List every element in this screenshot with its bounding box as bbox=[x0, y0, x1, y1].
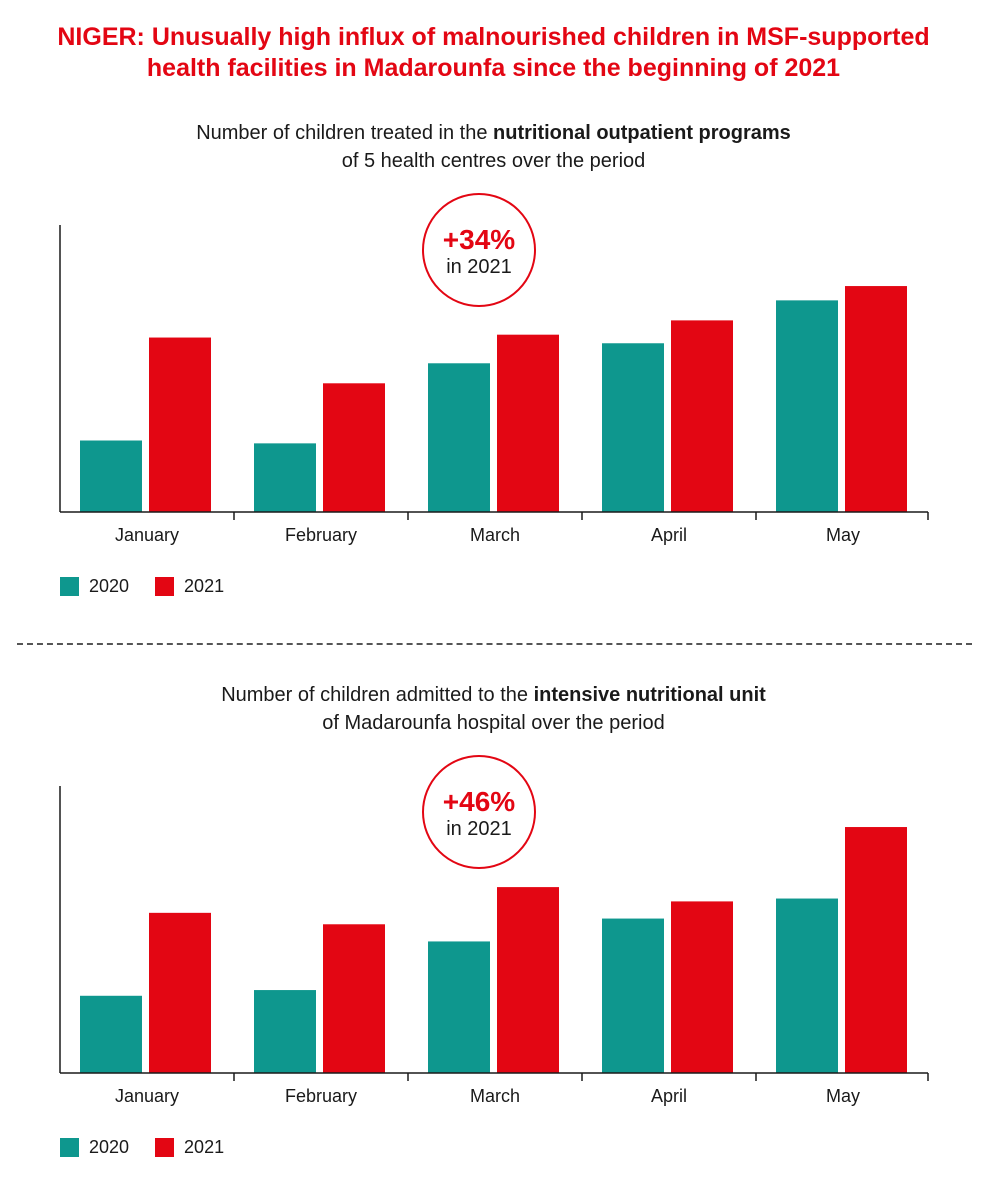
bar-april-2021 bbox=[671, 320, 733, 512]
bar-february-2020 bbox=[254, 443, 316, 512]
legend-label-2020: 2020 bbox=[89, 576, 130, 596]
x-tick-label-march: March bbox=[470, 1086, 520, 1106]
legend-label-2021: 2021 bbox=[184, 576, 225, 596]
chart-1: January February March April May bbox=[59, 225, 929, 545]
x-tick-label-january: January bbox=[115, 1086, 179, 1106]
chart-2-change-badge: +46% in 2021 bbox=[422, 755, 536, 869]
legend-item-2021: 2021 bbox=[155, 1137, 224, 1158]
chart-2-subtitle-text: Number of children admitted to the bbox=[221, 684, 534, 706]
x-tick-label-april: April bbox=[651, 1086, 687, 1106]
chart-2: January February March April May bbox=[59, 786, 929, 1106]
section-divider bbox=[17, 643, 972, 645]
legend-item-2021: 2021 bbox=[155, 576, 224, 597]
bar-february-2020 bbox=[254, 990, 316, 1073]
legend-label-2020: 2020 bbox=[89, 1137, 130, 1157]
chart-1-subtitle-text: Number of children treated in the bbox=[196, 122, 494, 144]
bar-april-2021 bbox=[671, 901, 733, 1073]
legend-item-2020: 2020 bbox=[60, 1137, 129, 1158]
bar-january-2020 bbox=[80, 440, 142, 512]
bar-may-2020 bbox=[776, 898, 838, 1073]
chart-2-subtitle-bold: intensive nutritional unit bbox=[533, 684, 766, 706]
main-title-line-1: NIGER: Unusually high influx of malnouri… bbox=[57, 23, 930, 51]
chart-2-legend: 2020 2021 bbox=[60, 1137, 250, 1158]
bar-march-2021 bbox=[497, 887, 559, 1073]
bar-january-2021 bbox=[149, 912, 211, 1073]
legend-swatch-2021 bbox=[155, 1138, 175, 1157]
chart-1-legend: 2020 2021 bbox=[60, 576, 250, 597]
chart-1-subtitle-line-2: of 5 health centres over the period bbox=[341, 150, 646, 172]
x-tick-label-may: May bbox=[826, 1086, 860, 1106]
bar-april-2020 bbox=[602, 343, 664, 512]
bar-may-2021 bbox=[845, 827, 907, 1073]
chart-2-subtitle: Number of children admitted to the inten… bbox=[0, 681, 987, 737]
legend-item-2020: 2020 bbox=[60, 576, 129, 597]
bar-february-2021 bbox=[323, 383, 385, 512]
bar-march-2021 bbox=[497, 334, 559, 512]
bar-january-2021 bbox=[149, 337, 211, 512]
chart-1-change-year: in 2021 bbox=[446, 256, 512, 278]
bar-march-2020 bbox=[428, 941, 490, 1073]
x-tick-label-may: May bbox=[826, 525, 860, 545]
x-tick-label-april: April bbox=[651, 525, 687, 545]
bar-may-2021 bbox=[845, 286, 907, 512]
legend-swatch-2020 bbox=[60, 577, 79, 596]
x-tick-label-january: January bbox=[115, 525, 179, 545]
bar-may-2020 bbox=[776, 300, 838, 512]
bar-march-2020 bbox=[428, 363, 490, 512]
x-tick-label-march: March bbox=[470, 525, 520, 545]
bar-january-2020 bbox=[80, 995, 142, 1073]
chart-2-change-percent: +46% bbox=[442, 786, 516, 817]
x-tick-label-february: February bbox=[285, 525, 357, 545]
chart-1-subtitle: Number of children treated in the nutrit… bbox=[0, 119, 987, 175]
legend-swatch-2021 bbox=[155, 577, 175, 596]
x-tick-label-february: February bbox=[285, 1086, 357, 1106]
chart-1-change-badge: +34% in 2021 bbox=[422, 193, 536, 307]
legend-swatch-2020 bbox=[60, 1138, 79, 1157]
chart-1-subtitle-bold: nutritional outpatient programs bbox=[493, 122, 791, 144]
bar-april-2020 bbox=[602, 918, 664, 1073]
chart-2-change-year: in 2021 bbox=[446, 818, 512, 840]
main-title: NIGER: Unusually high influx of malnouri… bbox=[0, 22, 987, 84]
main-title-line-2: health facilities in Madarounfa since th… bbox=[146, 54, 841, 82]
chart-2-subtitle-line-2: of Madarounfa hospital over the period bbox=[322, 712, 665, 734]
legend-label-2021: 2021 bbox=[184, 1137, 225, 1157]
chart-1-change-percent: +34% bbox=[442, 224, 516, 255]
bar-february-2021 bbox=[323, 924, 385, 1073]
